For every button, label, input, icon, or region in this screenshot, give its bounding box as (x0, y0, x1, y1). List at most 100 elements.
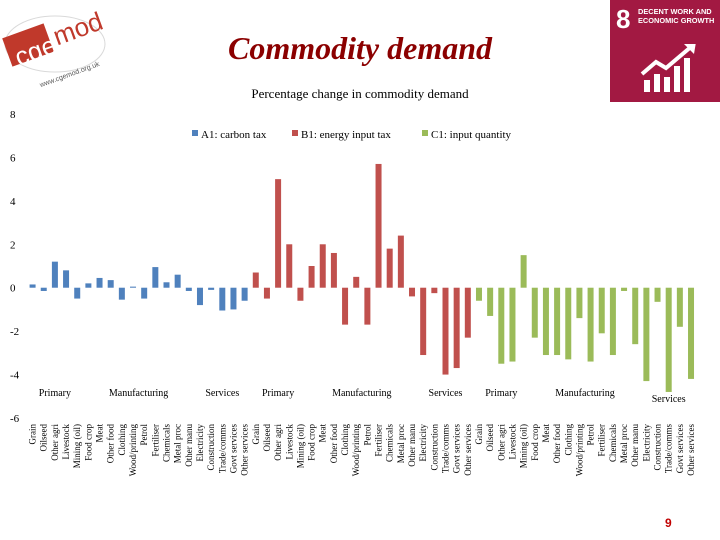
category-label: Other agri (50, 424, 60, 461)
bar-2-3 (275, 179, 282, 288)
bar-3-8 (554, 287, 561, 356)
bar-1-18 (219, 287, 226, 311)
bar-3-15 (632, 287, 639, 345)
bar-1-11 (141, 287, 148, 299)
bar-1-12 (152, 267, 159, 288)
cgemod-logo: cge mod www.cgemod.org.uk (0, 0, 120, 92)
category-label: Livestock (284, 424, 294, 460)
category-label: Other manu (407, 424, 417, 467)
category-label: Clothing (340, 424, 350, 456)
bar-1-6 (85, 283, 92, 288)
category-label: Fertiliser (597, 424, 607, 457)
legend-swatch (292, 130, 298, 136)
category-label: Trade/comms (441, 424, 451, 474)
bar-3-20 (688, 287, 695, 379)
category-label: Other manu (184, 424, 194, 467)
group-label: Primary (262, 388, 294, 399)
group-label: Services (205, 388, 239, 399)
category-label: Fertiliser (150, 424, 160, 457)
y-tick-label: 0 (10, 283, 16, 295)
bar-1-3 (51, 261, 58, 288)
category-label: Food crop (83, 424, 93, 461)
category-label: Other agri (496, 424, 506, 461)
bar-1-14 (174, 274, 181, 288)
category-label: Metal proc (619, 424, 629, 463)
bar-2-15 (409, 287, 416, 297)
category-label: Construction (429, 424, 439, 471)
category-label: Other food (552, 424, 562, 464)
category-label: Livestock (507, 424, 517, 460)
bar-2-12 (375, 163, 382, 288)
bar-3-4 (509, 287, 516, 362)
group-label: Services (429, 388, 463, 399)
category-label: Petrol (362, 424, 372, 446)
bar-2-2 (263, 287, 270, 299)
legend-label: A1: carbon tax (201, 129, 267, 141)
page-number: 9 (665, 516, 672, 530)
group-label: Primary (485, 388, 517, 399)
bar-2-19 (453, 287, 460, 369)
category-label: Fertiliser (374, 424, 384, 457)
bar-2-4 (286, 244, 293, 288)
bar-2-11 (364, 287, 371, 325)
category-label: Oilseed (39, 424, 49, 452)
bar-2-13 (386, 248, 393, 288)
bar-2-10 (353, 276, 360, 288)
bar-2-6 (308, 266, 315, 288)
legend-swatch (192, 130, 198, 136)
group-label: Primary (39, 388, 71, 399)
bar-3-19 (676, 287, 683, 327)
category-label: Clothing (563, 424, 573, 456)
category-label: Chemicals (162, 424, 172, 462)
category-label: Other services (686, 424, 696, 476)
category-label: Grain (28, 424, 38, 445)
category-label: Mining (oil) (295, 424, 305, 468)
category-label: Meat (95, 424, 105, 443)
category-label: Metal proc (173, 424, 183, 463)
bar-2-14 (397, 235, 404, 288)
bar-3-3 (498, 287, 505, 364)
category-label: Govt services (675, 424, 685, 474)
bar-1-13 (163, 282, 170, 288)
category-label: Oilseed (262, 424, 272, 452)
bar-3-17 (654, 287, 661, 302)
group-label: Manufacturing (332, 388, 391, 399)
category-label: Livestock (61, 424, 71, 460)
category-label: Grain (251, 424, 261, 445)
bar-2-18 (442, 287, 449, 375)
category-label: Chemicals (385, 424, 395, 462)
category-label: Food crop (307, 424, 317, 461)
category-label: Other food (106, 424, 116, 464)
bar-2-1 (252, 272, 259, 288)
sdg-8-badge: 8 DECENT WORK AND ECONOMIC GROWTH (610, 0, 720, 102)
bar-3-9 (565, 287, 572, 360)
legend-swatch (422, 130, 428, 136)
bar-3-11 (587, 287, 594, 362)
growth-chart-icon (640, 44, 696, 92)
bar-1-4 (63, 270, 70, 288)
bar-3-1 (475, 287, 482, 301)
category-label: Trade/comms (217, 424, 227, 474)
category-label: Electricity (195, 424, 205, 462)
bar-2-20 (464, 287, 471, 338)
category-label: Meat (541, 424, 551, 443)
y-tick-label: -2 (10, 326, 19, 338)
bar-1-5 (74, 287, 81, 299)
category-label: Clothing (117, 424, 127, 456)
category-label: Trade/comms (664, 424, 674, 474)
bar-2-8 (330, 252, 337, 288)
category-label: Grain (474, 424, 484, 445)
bar-3-7 (542, 287, 549, 356)
y-tick-label: -4 (10, 370, 20, 382)
bar-2-16 (420, 287, 427, 356)
y-tick-label: 8 (10, 109, 16, 121)
category-label: Construction (206, 424, 216, 471)
bar-1-19 (230, 287, 237, 310)
category-label: Petrol (139, 424, 149, 446)
y-tick-label: 2 (10, 239, 16, 251)
group-label: Manufacturing (109, 388, 168, 399)
category-label: Electricity (418, 424, 428, 462)
sdg-label: DECENT WORK AND ECONOMIC GROWTH (638, 7, 715, 25)
bar-3-18 (665, 287, 672, 392)
